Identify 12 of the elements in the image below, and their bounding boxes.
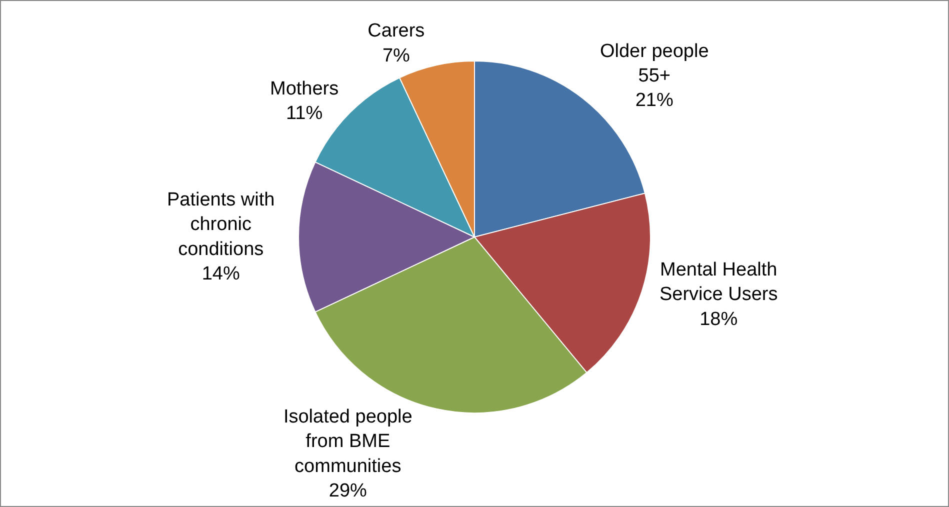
slice-label: Mothers — [270, 78, 339, 100]
data-label: 21% — [635, 90, 674, 112]
data-label: 29% — [328, 480, 368, 502]
slice-label: Older people 55+ — [600, 40, 709, 86]
data-label: 11% — [286, 102, 323, 124]
slice-label: Carers — [368, 20, 425, 42]
data-label: 7% — [382, 45, 410, 66]
slice-label: Mental Health Service Users — [659, 260, 778, 306]
slice-label: Isolated people from BME communities — [283, 406, 412, 477]
data-label: 18% — [700, 308, 738, 330]
data-label: 14% — [202, 264, 240, 285]
slice-label: Patients with chronic conditions — [166, 189, 275, 260]
